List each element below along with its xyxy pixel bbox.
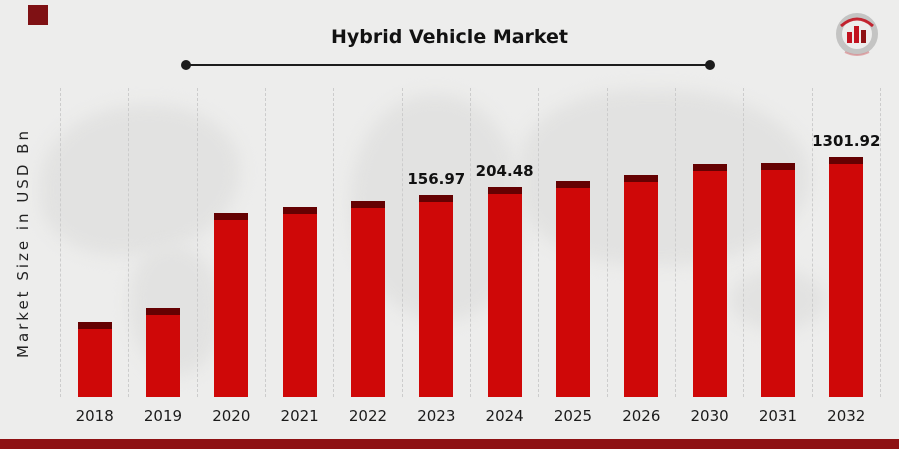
chart-column-2024: 204.48 2024 bbox=[469, 88, 538, 425]
chart-column-2025: 2025 bbox=[538, 88, 606, 425]
corner-accent-square bbox=[28, 5, 48, 25]
bar-cap-2031 bbox=[760, 163, 795, 170]
x-axis-tick-2021: 2021 bbox=[280, 407, 319, 425]
bar-value-label-2023: 156.97 bbox=[407, 170, 466, 188]
logo-graphic bbox=[836, 13, 878, 56]
bar-cap-2025 bbox=[555, 181, 590, 188]
x-axis-tick-2024: 2024 bbox=[485, 407, 524, 425]
bar-value-label-2024: 204.48 bbox=[475, 162, 534, 180]
y-axis-label: Market Size in USD Bn bbox=[14, 128, 32, 359]
bar-2025 bbox=[555, 181, 590, 397]
x-axis-tick-2032: 2032 bbox=[827, 407, 866, 425]
footer-accent-bar bbox=[0, 439, 899, 449]
range-annotation-line bbox=[181, 60, 715, 70]
chart-column-2018: 2018 bbox=[60, 88, 128, 425]
bar-cap-2023 bbox=[419, 195, 454, 202]
bar-2026 bbox=[624, 175, 659, 397]
chart-column-2031: 2031 bbox=[743, 88, 811, 425]
bar-2024 bbox=[487, 187, 522, 397]
chart-column-2021: 2021 bbox=[264, 88, 333, 425]
bar-2021 bbox=[282, 207, 317, 397]
x-axis-tick-2026: 2026 bbox=[622, 407, 661, 425]
x-axis-tick-2019: 2019 bbox=[143, 407, 183, 425]
plot-area: 2018 2019 2020 2021 2022 156.97 2023 204.48 2024… bbox=[60, 88, 881, 425]
bar-value-label-2032: 1301.92 bbox=[812, 132, 881, 150]
chart-column-2020: 2020 bbox=[196, 88, 265, 425]
x-axis-tick-2018: 2018 bbox=[75, 407, 114, 425]
x-axis-tick-2030: 2030 bbox=[690, 407, 729, 425]
bar-cap-2026 bbox=[624, 175, 659, 182]
x-axis-tick-2023: 2023 bbox=[417, 407, 456, 425]
x-axis-tick-2022: 2022 bbox=[348, 407, 388, 425]
bar-cap-2030 bbox=[692, 164, 727, 171]
bar-cap-2019 bbox=[145, 308, 180, 315]
chart-column-2023: 156.97 2023 bbox=[401, 88, 470, 425]
bar-2031 bbox=[760, 163, 795, 397]
bar-cap-2018 bbox=[77, 322, 112, 329]
x-axis-tick-2025: 2025 bbox=[553, 407, 593, 425]
bar-2018 bbox=[77, 322, 112, 397]
chart-column-2032: 1301.92 2032 bbox=[811, 88, 881, 425]
chart-column-2022: 2022 bbox=[333, 88, 401, 425]
bar-cap-2020 bbox=[214, 213, 249, 220]
chart-column-2030: 2030 bbox=[674, 88, 743, 425]
bar-2020 bbox=[214, 213, 249, 397]
bar-2030 bbox=[692, 164, 727, 397]
bar-2019 bbox=[145, 308, 180, 397]
bar-cap-2022 bbox=[350, 201, 385, 208]
chart-title: Hybrid Vehicle Market bbox=[330, 26, 569, 48]
range-line-end-dot bbox=[705, 60, 715, 70]
bar-2022 bbox=[350, 201, 385, 397]
market-research-future-logo-icon bbox=[829, 8, 885, 64]
bar-2023 bbox=[419, 195, 454, 397]
bar-cap-2032 bbox=[829, 157, 864, 164]
range-line-start-dot bbox=[181, 60, 191, 70]
bar-cap-2024 bbox=[487, 187, 522, 194]
x-axis-tick-2020: 2020 bbox=[212, 407, 251, 425]
bar-2032 bbox=[829, 157, 864, 397]
chart-column-2019: 2019 bbox=[128, 88, 196, 425]
chart-column-2026: 2026 bbox=[606, 88, 675, 425]
x-axis-tick-2031: 2031 bbox=[758, 407, 798, 425]
bar-cap-2021 bbox=[282, 207, 317, 214]
